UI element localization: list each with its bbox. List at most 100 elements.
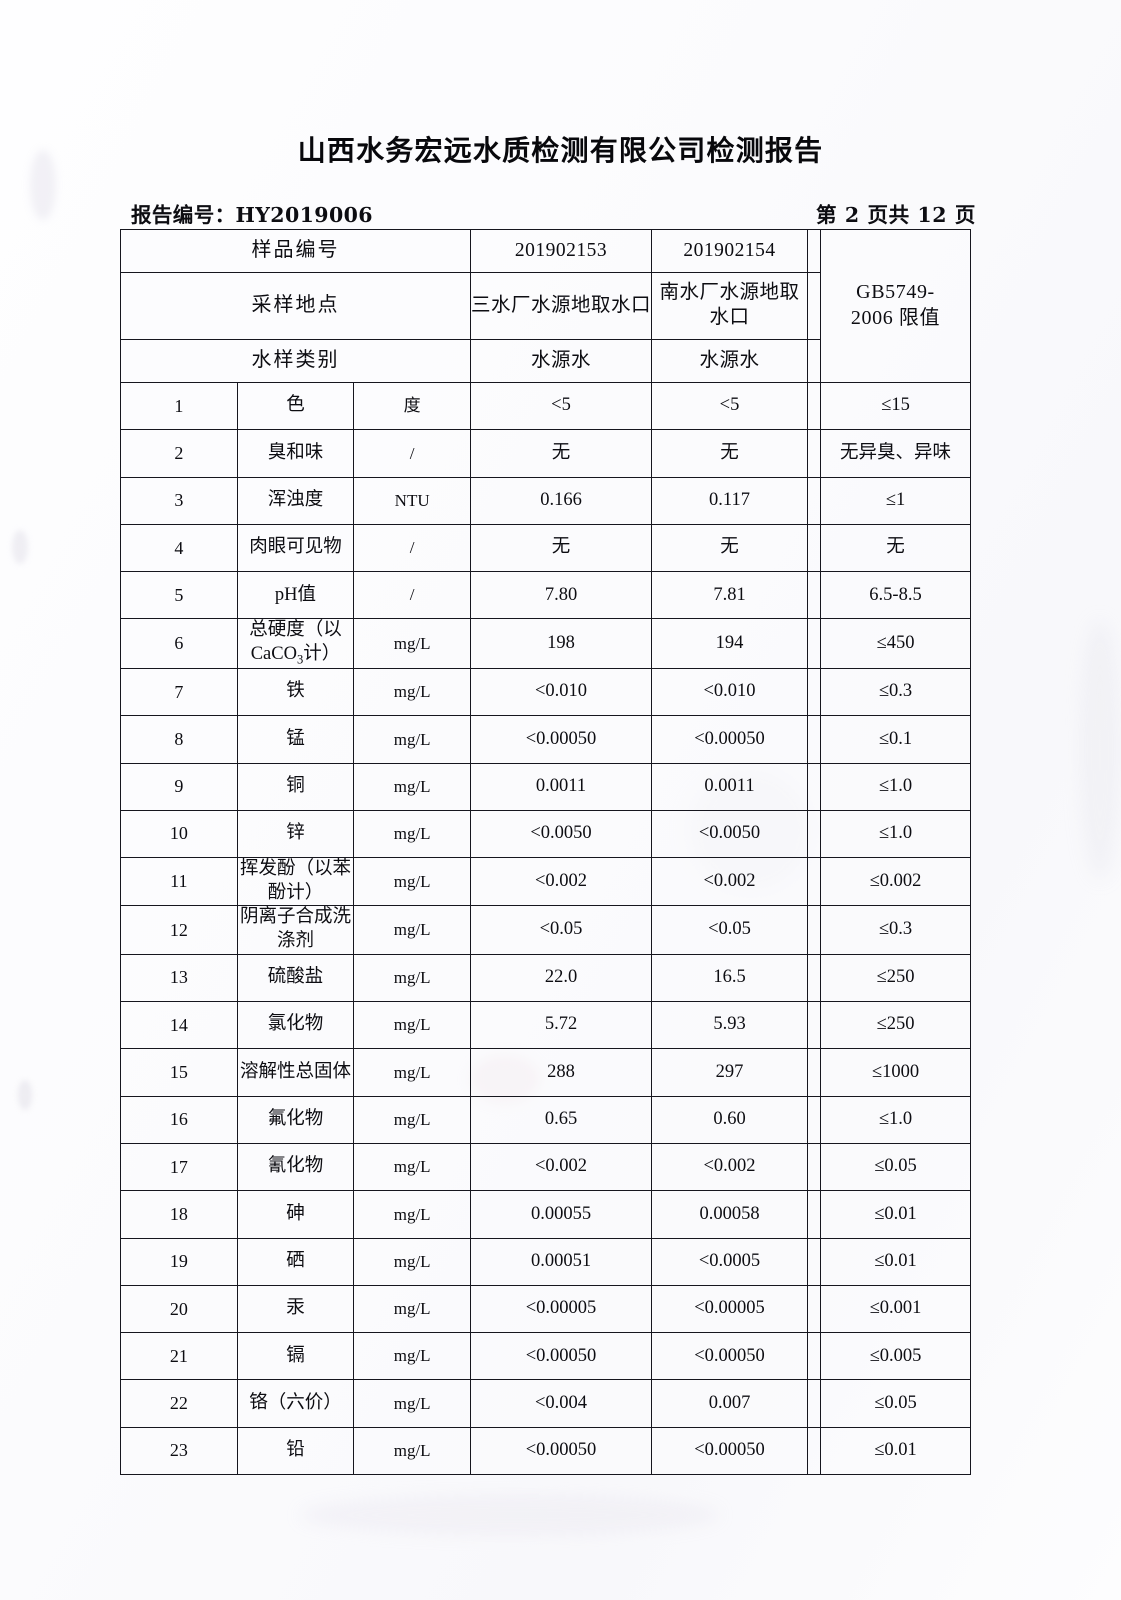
- standard-code-line2: 2006 限值: [850, 307, 941, 329]
- report-number: 报告编号：HY2019006: [131, 203, 373, 227]
- row-sample1-value: <0.00050: [470, 1332, 652, 1381]
- standard-limit-header: GB5749- 2006 限值: [820, 229, 971, 383]
- row-sample1-value: <5: [470, 381, 652, 431]
- row-index: 2: [120, 429, 238, 478]
- row-standard-limit: ≤1: [820, 476, 971, 525]
- row-sample1-value: <0.00005: [470, 1284, 652, 1334]
- row-item-name: 阴离子合成洗涤剂: [236, 905, 355, 955]
- row-sample2-value: 7.81: [651, 571, 808, 620]
- row-unit: mg/L: [353, 1142, 471, 1192]
- gutter-column: [807, 1237, 821, 1286]
- row-index: 17: [120, 1142, 238, 1192]
- report-meta-row: 报告编号：HY2019006 第 2 页共 12 页: [131, 198, 976, 228]
- row-index: 10: [120, 809, 238, 859]
- table-row: 18 砷 mg/L 0.00055 0.00058 ≤0.01: [120, 1190, 971, 1239]
- sample-2-location: 南水厂水源地取水口: [651, 272, 808, 340]
- row-sample1-value: <0.00050: [470, 715, 652, 764]
- row-unit: /: [353, 523, 471, 573]
- gutter-column: [807, 667, 821, 717]
- row-index: 21: [120, 1332, 238, 1381]
- table-row: 13 硫酸盐 mg/L 22.0 16.5 ≤250: [120, 953, 971, 1003]
- row-sample1-value: 288: [470, 1048, 652, 1097]
- row-standard-limit: 无异臭、异味: [820, 429, 971, 478]
- row-standard-limit: 6.5-8.5: [820, 571, 971, 620]
- row-sample2-value: 0.00058: [651, 1190, 808, 1239]
- row-sample1-value: 22.0: [470, 953, 652, 1003]
- row-sample1-value: 无: [470, 523, 652, 573]
- table-row: 11 挥发酚（以苯酚计） mg/L <0.002 <0.002 ≤0.002: [120, 857, 971, 907]
- gutter-column: [807, 1095, 821, 1145]
- table-row: 21 镉 mg/L <0.00050 <0.00050 ≤0.005: [120, 1332, 971, 1381]
- row-item-name: 浑浊度: [236, 476, 355, 525]
- gutter-column: [807, 1284, 821, 1334]
- results-table-container: 样品编号 201902153 201902154 GB5749- 2006 限值…: [120, 229, 971, 1476]
- report-title: 山西水务宏远水质检测有限公司检测报告: [297, 134, 824, 167]
- gutter-column: [807, 429, 821, 478]
- table-header-row-sample-no: 样品编号 201902153 201902154 GB5749- 2006 限值: [120, 229, 971, 383]
- table-header-row-water-type: 水样类别 水源水 水源水: [120, 339, 971, 383]
- row-sample2-value: <0.0005: [651, 1237, 808, 1286]
- row-item-name: pH值: [236, 571, 355, 620]
- row-index: 6: [120, 618, 238, 669]
- row-item-name: 硒: [236, 1237, 355, 1286]
- table-row: 7 铁 mg/L <0.010 <0.010 ≤0.3: [120, 667, 971, 717]
- table-row: 23 铅 mg/L <0.00050 <0.00050 ≤0.01: [120, 1426, 971, 1476]
- table-row: 5 pH值/7.80 7.81 6.5-8.5: [120, 571, 971, 620]
- row-unit: mg/L: [353, 667, 471, 717]
- sample-2-water-type: 水源水: [651, 339, 808, 383]
- row-standard-limit: ≤0.3: [820, 667, 971, 717]
- row-standard-limit: ≤0.1: [820, 715, 971, 764]
- row-item-name: 汞: [236, 1284, 355, 1334]
- row-unit: NTU: [353, 476, 471, 525]
- row-sample2-value: <0.00050: [651, 1426, 808, 1476]
- row-sample2-value: 0.0011: [651, 762, 808, 811]
- row-sample1-value: 0.0011: [470, 762, 652, 811]
- row-sample2-value: <0.010: [651, 667, 808, 717]
- row-standard-limit: ≤450: [820, 618, 971, 669]
- gutter-column: [807, 618, 821, 669]
- row-index: 8: [120, 715, 238, 764]
- row-standard-limit: ≤0.3: [820, 905, 971, 955]
- row-item-name: 锰: [236, 715, 355, 764]
- row-unit: mg/L: [353, 1001, 471, 1050]
- row-index: 3: [120, 476, 238, 525]
- header-label-water-type: 水样类别: [120, 339, 471, 383]
- row-standard-limit: ≤0.002: [820, 857, 971, 907]
- row-unit: mg/L: [353, 1095, 471, 1145]
- gutter-column: [807, 1048, 821, 1097]
- sample-1-water-type: 水源水: [470, 339, 652, 383]
- row-item-name: 硫酸盐: [236, 953, 355, 1003]
- row-unit: 度: [353, 381, 471, 431]
- paper-blotch: [12, 530, 28, 564]
- row-index: 7: [120, 667, 238, 717]
- row-standard-limit: ≤1.0: [820, 1095, 971, 1145]
- row-sample1-value: <0.004: [470, 1379, 652, 1428]
- header-label-sample-no: 样品编号: [120, 229, 471, 273]
- row-sample1-value: 5.72: [470, 1001, 652, 1050]
- row-index: 16: [120, 1095, 238, 1145]
- gutter-column: [807, 339, 821, 383]
- row-index: 15: [120, 1048, 238, 1097]
- row-unit: mg/L: [353, 1284, 471, 1334]
- row-item-name: 铁: [236, 667, 355, 717]
- table-row: 15 溶解性总固体 mg/L 288 297 ≤1000: [120, 1048, 971, 1097]
- row-standard-limit: ≤1.0: [820, 809, 971, 859]
- row-sample2-value: <0.0050: [651, 809, 808, 859]
- row-index: 12: [120, 905, 238, 955]
- table-row: 16 氟化物 mg/L 0.65 0.60 ≤1.0: [120, 1095, 971, 1145]
- sample-2-number: 201902154: [651, 229, 808, 273]
- water-quality-results-table: 样品编号 201902153 201902154 GB5749- 2006 限值…: [120, 229, 971, 1476]
- table-row: 12 阴离子合成洗涤剂 mg/L <0.05 <0.05 ≤0.3: [120, 905, 971, 955]
- row-sample1-value: 7.80: [470, 571, 652, 620]
- row-standard-limit: ≤0.05: [820, 1142, 971, 1192]
- page-number: 第 2 页共 12 页: [816, 203, 976, 227]
- row-sample1-value: 无: [470, 429, 652, 478]
- row-index: 4: [120, 523, 238, 573]
- gutter-column: [807, 1001, 821, 1050]
- row-unit: mg/L: [353, 1237, 471, 1286]
- row-sample2-value: <0.00005: [651, 1284, 808, 1334]
- row-item-name: 肉眼可见物: [236, 523, 355, 573]
- row-item-name: 铜: [236, 762, 355, 811]
- gutter-column: [807, 229, 821, 273]
- row-sample1-value: 0.166: [470, 476, 652, 525]
